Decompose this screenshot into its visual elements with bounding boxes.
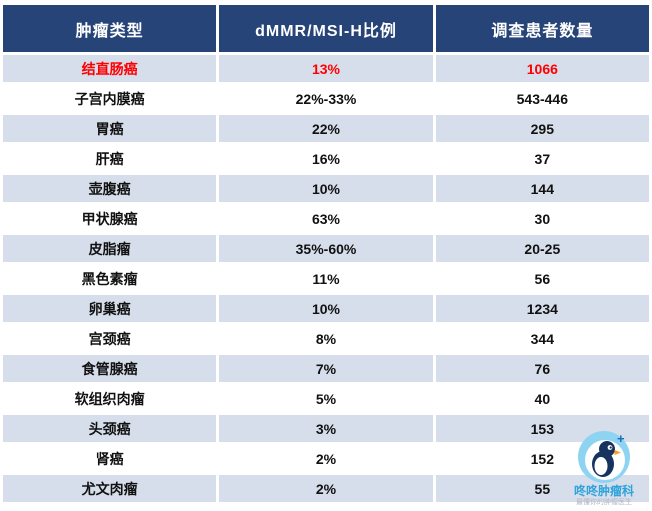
patient-count-cell: 153 [435,415,649,442]
patient-count-cell: 144 [435,175,649,202]
table-row: 黑色素瘤 11% 56 [3,265,649,292]
column-header-tumor-type: 肿瘤类型 [3,5,217,52]
msi-ratio-cell: 13% [219,55,433,82]
dongdong-oncology-logo: + 咚咚肿瘤科 最懂你的肿瘤医生 [558,430,650,507]
table-row: 皮脂瘤 35%-60% 20-25 [3,235,649,262]
msi-ratio-cell: 11% [219,265,433,292]
patient-count-cell: 56 [435,265,649,292]
column-header-patient-count: 调查患者数量 [435,5,649,52]
patient-count-cell: 37 [435,145,649,172]
tumor-type-cell: 肝癌 [3,145,217,172]
msi-ratio-cell: 3% [219,415,433,442]
tumor-type-cell: 胃癌 [3,115,217,142]
tumor-type-cell: 食管腺癌 [3,355,217,382]
patient-count-cell: 40 [435,385,649,412]
patient-count-cell: 1066 [435,55,649,82]
patient-count-cell: 1234 [435,295,649,322]
table-header-row: 肿瘤类型 dMMR/MSI-H比例 调查患者数量 [3,5,649,52]
msi-ratio-cell: 35%-60% [219,235,433,262]
table-row: 软组织肉瘤 5% 40 [3,385,649,412]
tumor-type-cell: 宫颈癌 [3,325,217,352]
column-header-msi-ratio: dMMR/MSI-H比例 [219,5,433,52]
patient-count-cell: 30 [435,205,649,232]
table-row: 宫颈癌 8% 344 [3,325,649,352]
msi-ratio-cell: 10% [219,295,433,322]
msi-ratio-cell: 22%-33% [219,85,433,112]
table-row: 卵巢癌 10% 1234 [3,295,649,322]
tumor-type-cell: 结直肠癌 [3,55,217,82]
msi-ratio-cell: 2% [219,475,433,502]
tumor-type-cell: 甲状腺癌 [3,205,217,232]
svg-text:+: + [617,431,625,446]
table-row: 结直肠癌 13% 1066 [3,55,649,82]
table-row: 头颈癌 3% 153 [3,415,649,442]
patient-count-cell: 543-446 [435,85,649,112]
patient-count-cell: 76 [435,355,649,382]
table-row: 肝癌 16% 37 [3,145,649,172]
msi-ratio-cell: 2% [219,445,433,472]
msi-ratio-cell: 16% [219,145,433,172]
tumor-type-cell: 软组织肉瘤 [3,385,217,412]
msi-ratio-cell: 63% [219,205,433,232]
msi-ratio-cell: 7% [219,355,433,382]
table-row: 胃癌 22% 295 [3,115,649,142]
tumor-type-cell: 尤文肉瘤 [3,475,217,502]
penguin-logo-icon: + [578,431,630,484]
table-row: 壶腹癌 10% 144 [3,175,649,202]
tumor-type-cell: 头颈癌 [3,415,217,442]
tumor-type-cell: 肾癌 [3,445,217,472]
table-row: 尤文肉瘤 2% 55 [3,475,649,502]
patient-count-cell: 20-25 [435,235,649,262]
patient-count-cell: 344 [435,325,649,352]
table-row: 食管腺癌 7% 76 [3,355,649,382]
tumor-type-cell: 卵巢癌 [3,295,217,322]
logo-tagline: 最懂你的肿瘤医生 [576,499,632,507]
msi-ratio-cell: 10% [219,175,433,202]
patient-count-cell: 295 [435,115,649,142]
table-body: 结直肠癌 13% 1066 子宫内膜癌 22%-33% 543-446 胃癌 22% 295 肝癌… [3,55,649,502]
msi-ratio-cell: 5% [219,385,433,412]
table-row: 肾癌 2% 152 [3,445,649,472]
tumor-type-cell: 子宫内膜癌 [3,85,217,112]
tumor-type-cell: 壶腹癌 [3,175,217,202]
logo-name: 咚咚肿瘤科 [573,484,634,499]
msi-ratio-cell: 8% [219,325,433,352]
msi-ratio-cell: 22% [219,115,433,142]
table-row: 甲状腺癌 63% 30 [3,205,649,232]
tumor-type-cell: 黑色素瘤 [3,265,217,292]
tumor-type-cell: 皮脂瘤 [3,235,217,262]
table-row: 子宫内膜癌 22%-33% 543-446 [3,85,649,112]
